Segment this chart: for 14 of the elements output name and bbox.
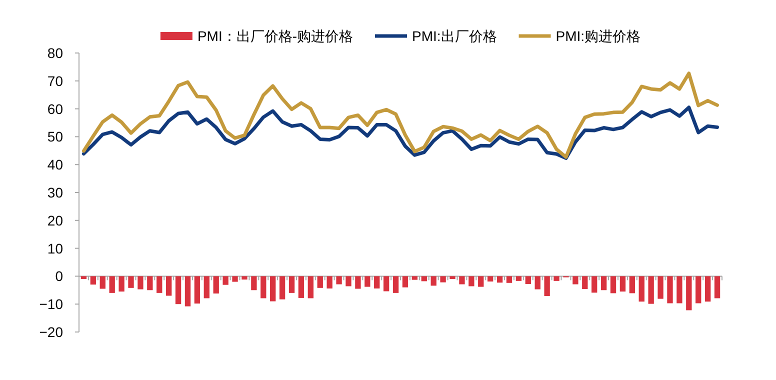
legend-label: PMI:出厂价格 <box>412 28 497 44</box>
y-tick-label: 70 <box>47 72 64 89</box>
y-tick-label: 40 <box>47 156 64 173</box>
legend-label: PMI：出厂价格-购进价格 <box>197 28 353 44</box>
y-tick-label: 10 <box>47 240 64 256</box>
y-tick-label: 60 <box>47 100 64 117</box>
y-tick-label: 20 <box>47 212 64 228</box>
y-tick-label: −20 <box>39 324 64 340</box>
y-tick-label: 50 <box>47 128 64 145</box>
y-tick-label: 80 <box>47 45 64 61</box>
y-tick-label: 30 <box>47 184 64 200</box>
y-tick-label: −10 <box>39 296 64 312</box>
legend-label: PMI:购进价格 <box>556 28 641 44</box>
y-tick-label: 0 <box>55 268 64 284</box>
